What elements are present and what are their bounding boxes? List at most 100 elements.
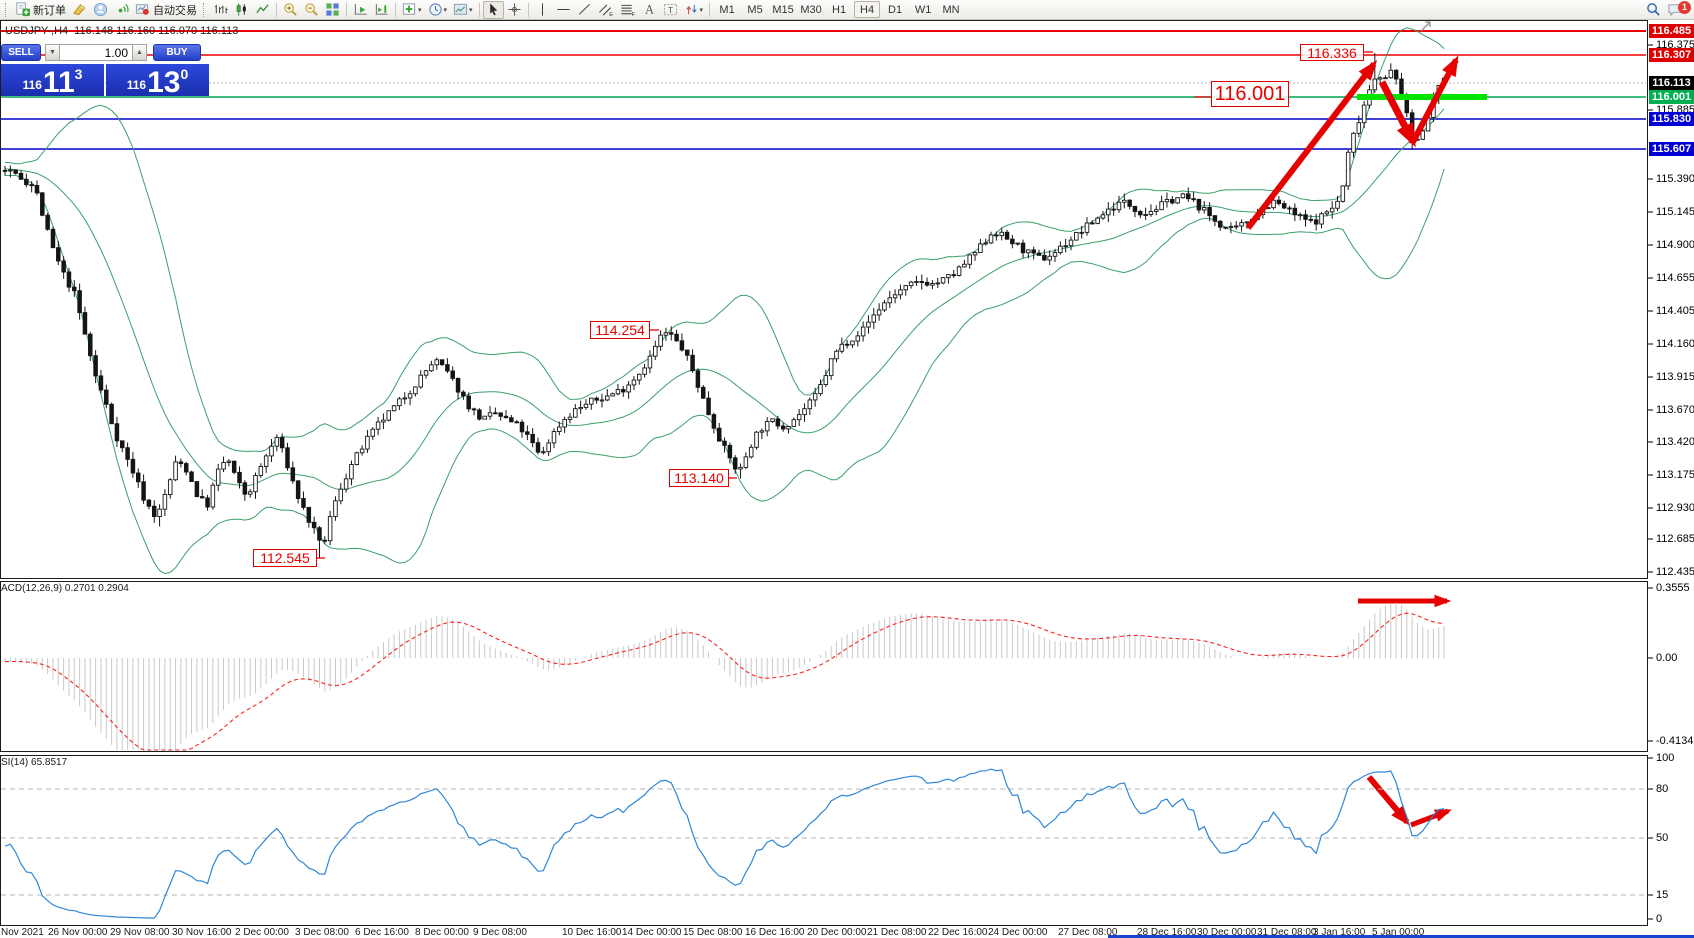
macd-tick-0.3555: 0.3555 <box>1656 582 1690 594</box>
fibonacci-button[interactable]: F <box>617 1 639 19</box>
toolbar-grip <box>203 2 207 17</box>
crosshair-button[interactable] <box>504 1 525 19</box>
sell-button[interactable]: SELL <box>1 44 41 61</box>
time-label: 14 Dec 00:00 <box>622 927 682 938</box>
horizontal-line-button[interactable] <box>553 1 574 19</box>
cursor-icon <box>489 3 497 16</box>
toolbar-separator <box>478 2 480 17</box>
cursor-button[interactable] <box>482 0 504 19</box>
one-click-trading-panel: SELL ▼ ▲ BUY 116 11 3 116 13 0 <box>1 43 213 98</box>
toolbar-separator <box>395 2 396 17</box>
indicators-button[interactable]: ▾ <box>399 1 425 19</box>
bid-price-panel[interactable]: 116 11 3 <box>1 64 104 98</box>
autotrading-icon <box>135 4 149 15</box>
rsi-tick-80: 80 <box>1656 783 1669 795</box>
tf-m30-button[interactable]: M30 <box>798 1 824 18</box>
annotation-low-112545[interactable]: 112.545 <box>253 549 317 567</box>
tf-w1-button[interactable]: W1 <box>910 1 936 18</box>
autotrading-button[interactable]: 自动交易 <box>132 1 200 19</box>
tf-m5-button[interactable]: M5 <box>742 1 768 18</box>
cleanup-button[interactable] <box>69 1 90 19</box>
volume-increase-button[interactable]: ▲ <box>132 44 147 61</box>
tf-m15-button[interactable]: M15 <box>770 1 796 18</box>
annotation-level-116001[interactable]: 116.001 <box>1211 81 1289 107</box>
price-badge-115.607: 115.607 <box>1649 142 1694 156</box>
chart-shift-icon <box>375 3 388 15</box>
arrows-button[interactable]: ▾ <box>681 1 707 19</box>
tf-m1-button[interactable]: M1 <box>714 1 740 18</box>
zoom-in-icon <box>284 3 297 16</box>
svg-text:A: A <box>645 3 654 17</box>
tf-h4-button[interactable]: H4 <box>854 1 881 18</box>
candlestick-chart-button[interactable] <box>231 1 252 19</box>
chevron-down-icon: ▾ <box>418 6 422 14</box>
annotation-low-113140[interactable]: 113.140 <box>669 469 729 487</box>
annotation-high-116336[interactable]: 116.336 <box>1300 44 1364 61</box>
time-label: 30 Dec 00:00 <box>1197 927 1257 938</box>
macd-panel[interactable] <box>0 581 1648 752</box>
price-tick-114.405: 114.405 <box>1656 305 1694 317</box>
tf-h1-button[interactable]: H1 <box>826 1 852 18</box>
line-chart-icon <box>256 4 269 14</box>
new-order-button[interactable]: 新订单 <box>12 1 69 19</box>
indicators-icon <box>402 3 416 15</box>
ask-sup: 0 <box>180 66 189 82</box>
tile-windows-button[interactable] <box>322 1 343 19</box>
text-label-button[interactable]: T <box>660 1 681 19</box>
chevron-down-icon: ▾ <box>469 6 473 14</box>
auto-scroll-button[interactable] <box>350 1 371 19</box>
notifications-button[interactable]: 1 <box>1664 0 1691 19</box>
price-chart-panel[interactable] <box>0 20 1648 579</box>
toolbar-separator <box>527 2 529 17</box>
ask-price-panel[interactable]: 116 13 0 <box>106 64 209 98</box>
arrows-icon <box>685 4 697 15</box>
trendline-button[interactable] <box>574 1 595 19</box>
time-label: 22 Dec 16:00 <box>928 927 988 938</box>
horizontal-line-icon <box>556 9 570 10</box>
community-button[interactable] <box>90 1 111 19</box>
time-label: 20 Dec 00:00 <box>807 927 867 938</box>
volume-decrease-button[interactable]: ▼ <box>45 44 60 61</box>
time-label: 8 Dec 00:00 <box>415 927 469 938</box>
bar-chart-button[interactable] <box>210 1 231 19</box>
time-label: 9 Dec 08:00 <box>473 927 527 938</box>
equidistant-channel-button[interactable]: E <box>595 1 617 19</box>
autotrading-label: 自动交易 <box>153 4 197 17</box>
annotation-peak-114254[interactable]: 114.254 <box>590 321 650 339</box>
buy-button[interactable]: BUY <box>153 44 201 61</box>
time-label: 10 Dec 16:00 <box>562 927 622 938</box>
svg-text:E: E <box>609 12 613 17</box>
line-chart-button[interactable] <box>252 1 273 19</box>
text-button[interactable]: A <box>639 1 660 19</box>
rsi-tick-100: 100 <box>1656 752 1675 764</box>
zoom-in-button[interactable] <box>280 1 301 19</box>
new-order-label: 新订单 <box>33 4 66 17</box>
chart-shift-button[interactable] <box>371 1 392 19</box>
chart-title: USDJPY-,H4 116.148 116.160 116.070 116.11… <box>5 25 244 37</box>
time-label: 29 Nov 08:00 <box>110 927 170 938</box>
clock-icon <box>428 3 442 16</box>
zoom-out-button[interactable] <box>301 1 322 19</box>
price-badge-116.485: 116.485 <box>1649 24 1694 38</box>
tf-d1-button[interactable]: D1 <box>882 1 908 18</box>
time-label: 16 Dec 16:00 <box>745 927 805 938</box>
volume-input[interactable] <box>60 44 132 61</box>
signals-button[interactable] <box>111 1 132 19</box>
price-tick-113.420: 113.420 <box>1656 436 1694 448</box>
price-tick-113.670: 113.670 <box>1656 404 1694 416</box>
templates-button[interactable]: ▾ <box>450 1 476 19</box>
tf-mn-button[interactable]: MN <box>938 1 964 18</box>
rsi-panel[interactable] <box>0 755 1648 926</box>
macd-label: ACD(12,26,9) 0.2701 0.2904 <box>1 583 129 594</box>
svg-text:T: T <box>667 5 672 15</box>
search-button[interactable] <box>1643 1 1664 19</box>
vertical-line-icon <box>541 3 543 16</box>
channel-icon: E <box>598 4 613 17</box>
ask-prefix: 116 <box>126 78 147 92</box>
vertical-line-button[interactable] <box>532 1 553 19</box>
rsi-tick-15: 15 <box>1656 889 1669 901</box>
time-label: 3 Dec 08:00 <box>295 927 349 938</box>
periods-button[interactable]: ▾ <box>425 1 451 19</box>
chart-ohlc-values: 116.148 116.160 116.070 116.113 <box>74 25 239 37</box>
bid-sup: 3 <box>74 66 83 82</box>
